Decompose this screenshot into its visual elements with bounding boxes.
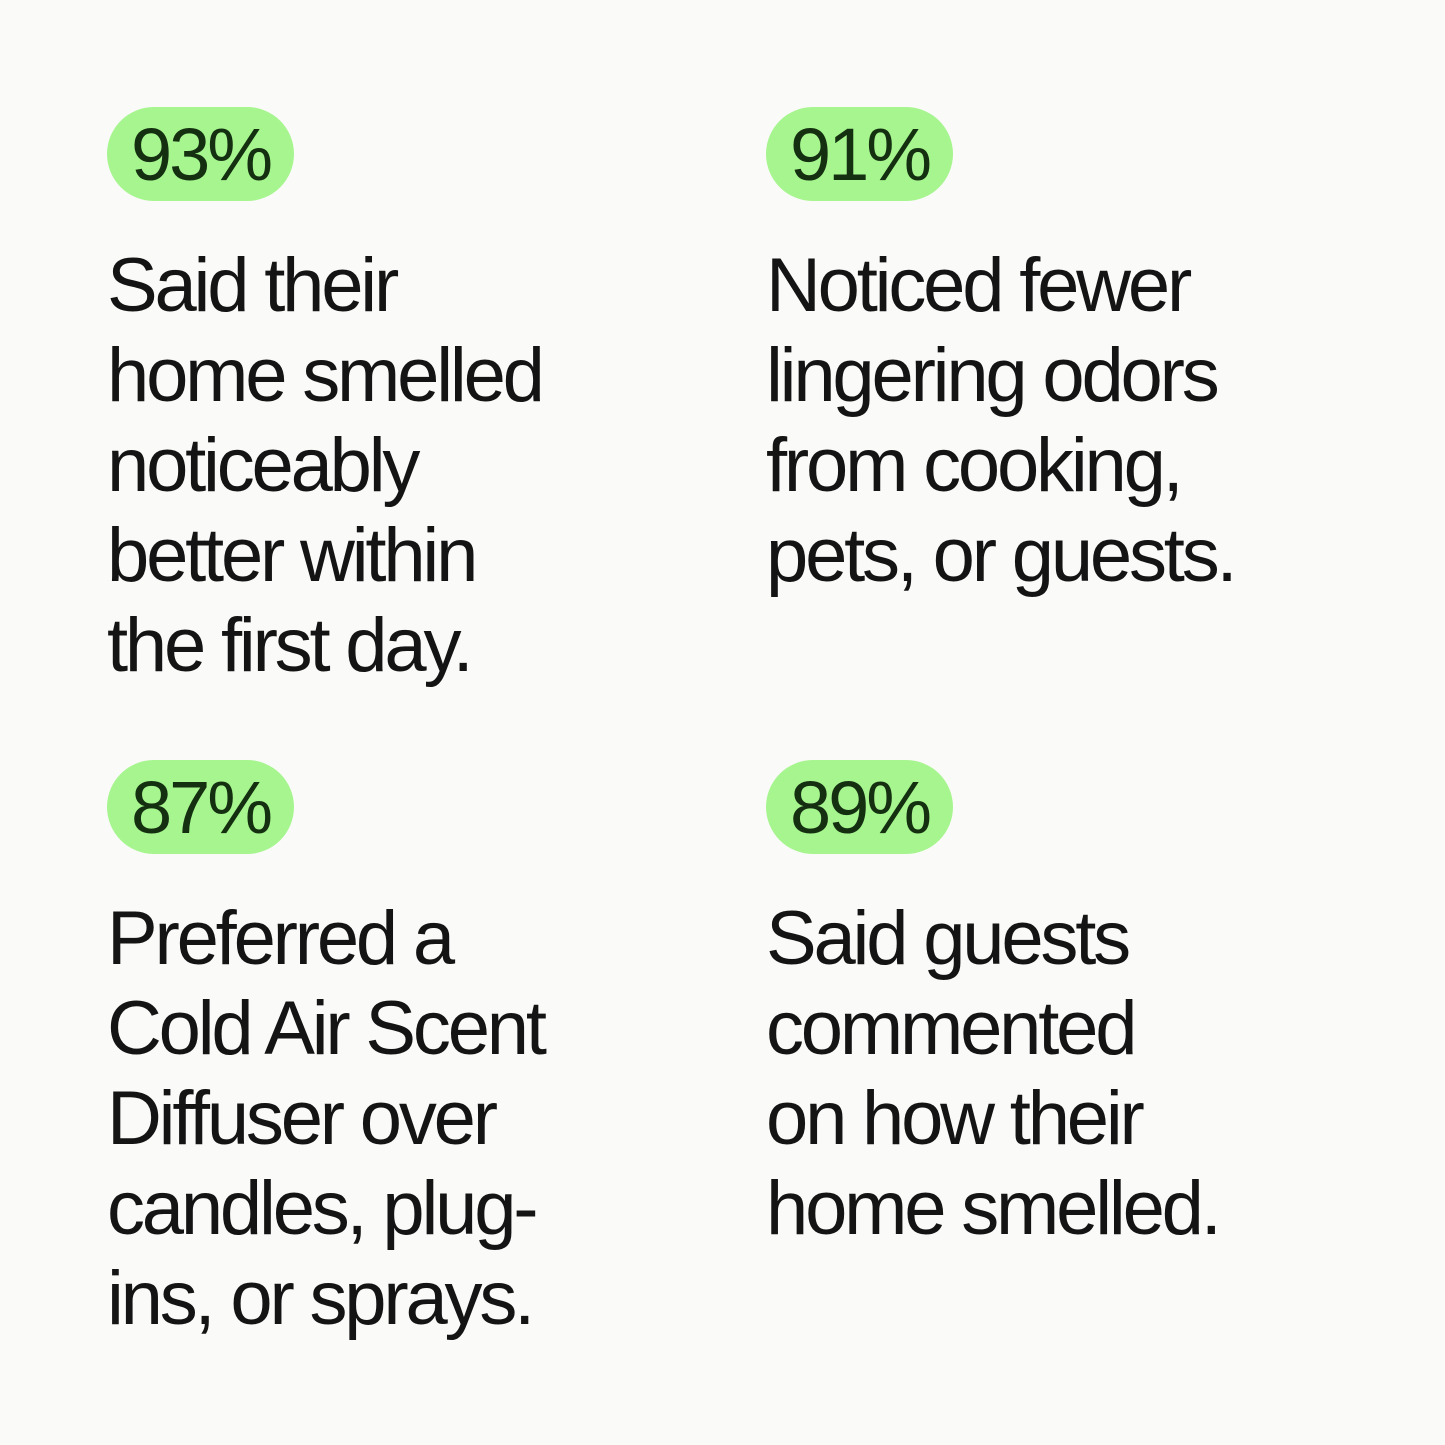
description-line: home smelled — [107, 333, 545, 418]
description-line: better within — [107, 513, 478, 598]
stat-block: 93% Said their home smelled noticeably bette… — [107, 107, 727, 691]
description-line: Diffuser over — [107, 1076, 498, 1161]
stat-block: 91% Noticed fewer lingering odors from cook… — [766, 107, 1386, 601]
stat-description: Said their home smelled noticeably better w… — [107, 241, 727, 691]
stat-badge: 91% — [766, 107, 954, 201]
description-line: Said guests — [766, 896, 1131, 981]
description-line: Noticed fewer — [766, 243, 1192, 328]
stat-block: 89% Said guests commented on how their home … — [766, 760, 1386, 1254]
description-line: the first day. — [107, 603, 474, 688]
description-line: noticeably — [107, 423, 420, 508]
description-line: Said their — [107, 243, 399, 328]
description-line: home smelled. — [766, 1166, 1222, 1251]
description-line: Preferred a — [107, 896, 455, 981]
description-line: on how their — [766, 1076, 1145, 1161]
stat-description: Noticed fewer lingering odors from cooking… — [766, 241, 1386, 601]
stat-badge: 87% — [107, 760, 295, 854]
description-line: pets, or guests. — [766, 513, 1238, 598]
stat-block: 87% Preferred a Cold Air Scent Diffuser ove… — [107, 760, 727, 1344]
description-line: lingering odors — [766, 333, 1220, 418]
description-line: ins, or sprays. — [107, 1256, 535, 1341]
description-line: candles, plug- — [107, 1166, 539, 1251]
stat-badge: 93% — [107, 107, 295, 201]
stat-description: Preferred a Cold Air Scent Diffuser over ca… — [107, 894, 727, 1344]
description-line: Cold Air Scent — [107, 986, 547, 1071]
stat-description: Said guests commented on how their home sme… — [766, 894, 1386, 1254]
description-line: commented — [766, 986, 1137, 1071]
description-line: from cooking, — [766, 423, 1184, 508]
stat-badge: 89% — [766, 760, 954, 854]
